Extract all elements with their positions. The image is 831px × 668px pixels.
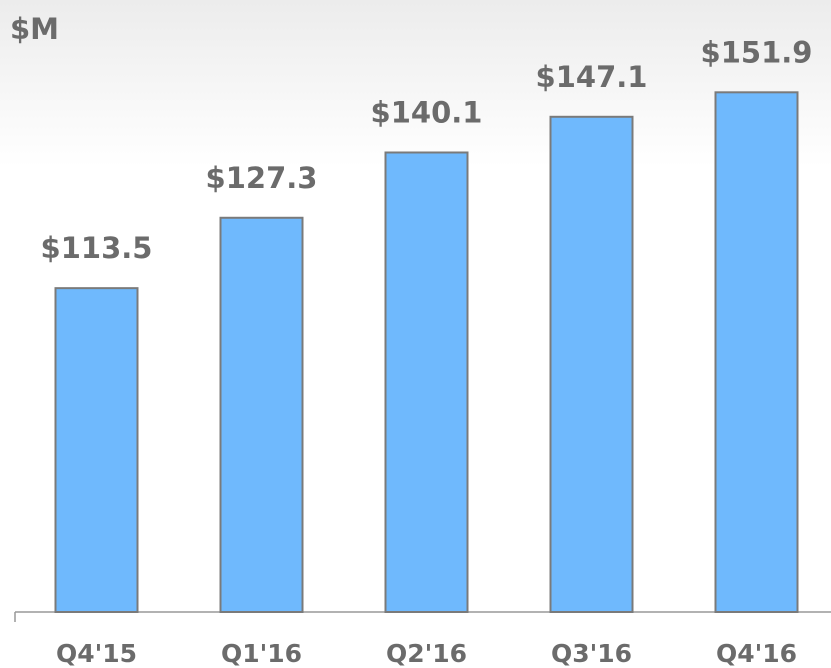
value-label: $147.1	[536, 60, 648, 94]
y-axis-label: $M	[10, 12, 59, 46]
value-label: $151.9	[701, 35, 813, 69]
x-tick-label: Q3'16	[551, 639, 632, 668]
bar	[219, 216, 304, 614]
bar	[54, 287, 139, 613]
x-tick-label: Q4'16	[716, 639, 797, 668]
value-label: $113.5	[41, 231, 153, 265]
value-label: $127.3	[206, 161, 318, 195]
x-tick-label: Q1'16	[221, 639, 302, 668]
x-tick-label: Q2'16	[386, 639, 467, 668]
bar	[714, 91, 799, 613]
x-tick-label: Q4'15	[56, 639, 137, 668]
bar	[384, 151, 469, 614]
bar	[549, 115, 634, 613]
value-label: $140.1	[371, 95, 483, 129]
